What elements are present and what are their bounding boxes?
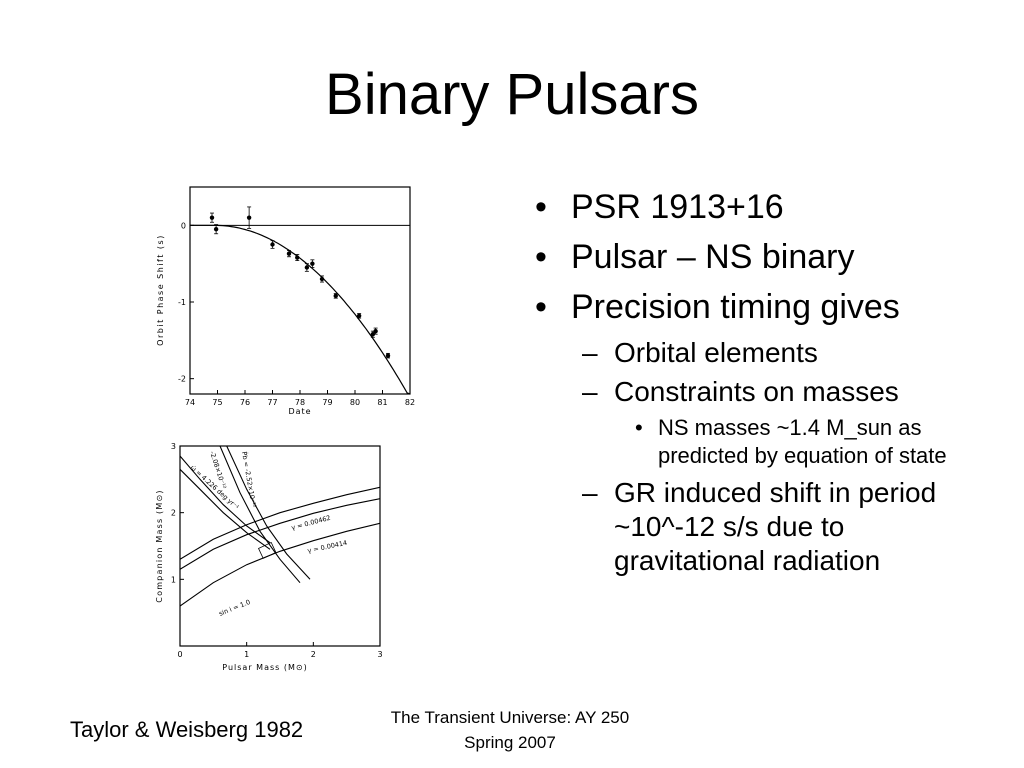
bullet-item: • Precision timing gives [530, 282, 1000, 332]
sub-sub-bullet-item: • NS masses ~1.4 M_sun as predicted by e… [530, 414, 1000, 470]
bullet-item: • PSR 1913+16 [530, 182, 1000, 232]
plot2-constraint-line-3 [219, 446, 301, 584]
slide-title: Binary Pulsars [325, 62, 699, 127]
plot1-data-point [310, 261, 315, 266]
plot1-data-point [356, 313, 362, 318]
plot1-x-tick-label: 81 [377, 398, 387, 407]
sub-bullet-item: – Orbital elements [530, 336, 1000, 370]
plot2-constraint-line-5 [180, 455, 271, 544]
sub-bullet-text: Constraints on masses [614, 376, 899, 407]
plot1-x-tick-label: 82 [405, 398, 415, 407]
plot1-data-point [373, 328, 378, 334]
plot2-x-tick-label: 1 [244, 650, 249, 659]
plot2-x-tick-label: 0 [177, 650, 182, 659]
plot1-x-tick-label: 77 [267, 398, 277, 407]
plot1-data-point [295, 255, 300, 260]
figure-credit: Taylor & Weisberg 1982 [70, 717, 304, 742]
sub-sub-bullet-text: NS masses ~1.4 M_sun as predicted by equ… [658, 415, 947, 468]
bullet-marker: • [535, 188, 547, 226]
plot1-y-axis-label: Orbit Phase Shift (s) [156, 234, 165, 346]
bullet-text: PSR 1913+16 [571, 188, 784, 226]
plot2-overlap-region [258, 541, 277, 559]
plot2-frame [179, 445, 381, 647]
bullet-marker: • [535, 288, 547, 326]
plot2-y-tick-label: 2 [171, 509, 176, 518]
footer-term: Spring 2007 [464, 733, 556, 752]
orbit-phase-shift-chart: 74 75 76 77 78 79 80 81 82 0 -1 -2 Date Orbit Phase… [156, 186, 415, 416]
bullet-marker: • [535, 238, 547, 276]
slide-footer: The Transient Universe: AY 250 Spring 20… [355, 705, 665, 755]
dash-marker: – [582, 337, 598, 368]
plot2-y-tick-label: 1 [171, 575, 176, 584]
plot1-y-tick-label: 0 [181, 221, 186, 230]
plot1-x-tick-label: 74 [185, 398, 195, 407]
plot1-data-point [304, 265, 310, 270]
dash-marker: – [582, 477, 598, 508]
plot1-data-point [385, 353, 391, 358]
plot2-x-tick-label: 2 [311, 650, 316, 659]
plot1-x-tick-label: 80 [350, 398, 360, 407]
bullet-marker: • [635, 415, 643, 440]
plot1-data-point [270, 242, 275, 247]
plot1-x-tick-label: 79 [322, 398, 332, 407]
sub-bullet-text: Orbital elements [614, 337, 818, 368]
plot2-constraint-line-0 [180, 486, 380, 560]
plot1-y-tick-label: -2 [178, 375, 186, 384]
bullet-text: Precision timing gives [571, 288, 900, 326]
plot1-data-point [246, 215, 252, 220]
plot2-constraint-line-4 [226, 446, 311, 580]
plot1-x-tick-label: 76 [240, 398, 250, 407]
plot2-y-axis-label: Companion Mass (M⊙) [155, 489, 164, 602]
bullet-item: • Pulsar – NS binary [530, 232, 1000, 282]
plot1-x-axis-label: Date [288, 407, 311, 416]
plot2-annotation: sin i = 1.0 [218, 598, 252, 618]
footer-course: The Transient Universe: AY 250 [390, 708, 630, 727]
plot1-y-tick-label: -1 [178, 298, 186, 307]
plot1-data-point [209, 215, 215, 220]
plot1-gr-prediction-curve [190, 224, 411, 395]
plot2-annotation: γ = 0.00462 [290, 514, 331, 532]
sub-bullet-text: GR induced shift in period ~10^-12 s/s d… [614, 477, 937, 576]
plot1-data-point [333, 293, 338, 299]
bullet-text: Pulsar – NS binary [571, 238, 855, 276]
plot2-constraint-line-1 [180, 498, 380, 570]
plot1-data-point [370, 332, 376, 337]
plot1-data-point [213, 226, 219, 232]
plot1-x-tick-label: 78 [295, 398, 305, 407]
dash-marker: – [582, 376, 598, 407]
plot1-data-point [286, 251, 292, 256]
orbit-phase-shift-plot: 74 75 76 77 78 79 80 81 82 0 -1 -2 Date Orbit Phase… [150, 180, 425, 420]
sub-bullet-item: – GR induced shift in period ~10^-12 s/s… [530, 476, 1000, 578]
plot1-frame [189, 186, 411, 395]
plot2-constraint-line-6 [180, 468, 271, 550]
plot2-x-axis-label: Pulsar Mass (M⊙) [222, 663, 307, 672]
plot1-x-tick-label: 75 [212, 398, 222, 407]
sub-bullet-item: – Constraints on masses [530, 375, 1000, 409]
plot1-data-point [319, 276, 325, 282]
plot2-y-tick-label: 3 [171, 442, 176, 451]
plot2-x-tick-label: 3 [377, 650, 382, 659]
bullet-list: • PSR 1913+16 • Pulsar – NS binary • Pre… [530, 182, 1000, 583]
plot2-constraint-line-2 [180, 522, 380, 607]
